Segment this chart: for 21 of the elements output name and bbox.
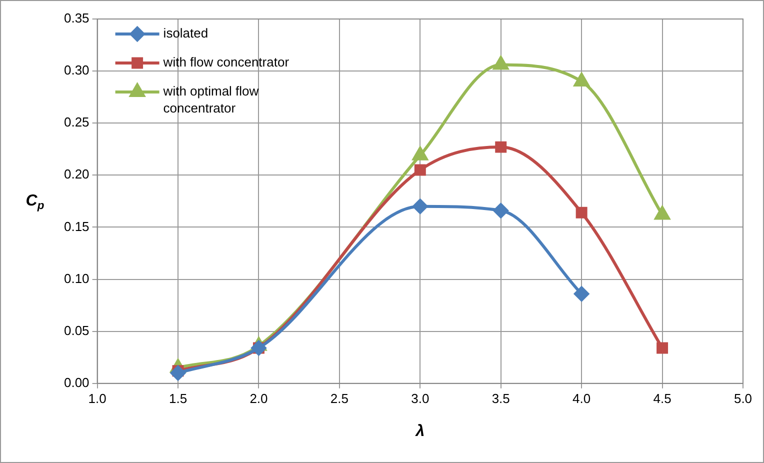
x-tick-label: 3.0 bbox=[411, 390, 430, 406]
x-tick-label: 1.5 bbox=[168, 390, 188, 406]
legend-label: with optimal flow concentrator bbox=[162, 84, 260, 116]
y-tick-label: 0.25 bbox=[64, 114, 90, 130]
y-tick-label: 0.10 bbox=[64, 270, 90, 286]
y-tick-label: 0.00 bbox=[64, 374, 90, 390]
x-tick-label: 4.0 bbox=[572, 390, 591, 406]
legend-label: with flow concentrator bbox=[162, 54, 290, 70]
y-tick-label: 0.05 bbox=[64, 322, 90, 338]
x-tick-label: 2.5 bbox=[330, 390, 348, 406]
x-tick-label: 5.0 bbox=[734, 390, 752, 406]
legend-label: isolated bbox=[163, 26, 208, 41]
y-tick-label: 0.20 bbox=[64, 166, 90, 182]
x-tick-label: 2.0 bbox=[250, 390, 268, 406]
x-tick-label: 1.0 bbox=[88, 390, 106, 406]
y-tick-label: 0.15 bbox=[64, 218, 90, 234]
x-tick-label: 3.5 bbox=[492, 390, 510, 406]
y-tick-label: 0.35 bbox=[64, 10, 90, 26]
x-tick-label: 4.5 bbox=[653, 390, 672, 406]
x-axis-title: λ bbox=[414, 422, 425, 440]
y-tick-label: 0.30 bbox=[64, 62, 90, 78]
